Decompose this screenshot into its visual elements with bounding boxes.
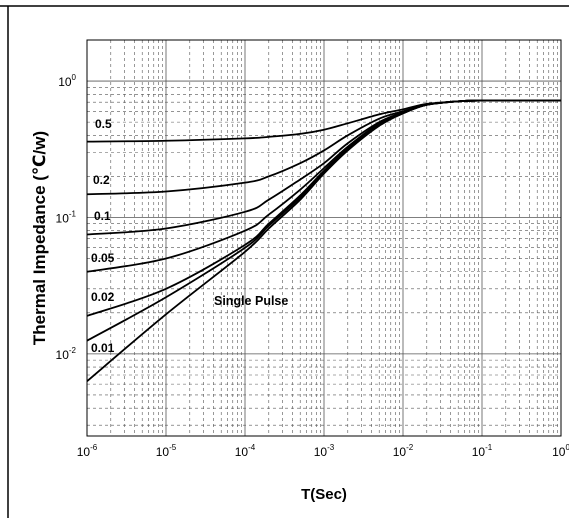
x-tick-base: 10 (552, 445, 566, 459)
series-label-0.02: 0.02 (91, 290, 115, 304)
x-tick-exponent: -4 (248, 443, 256, 452)
x-tick-label: 10-4 (235, 443, 256, 459)
y-tick-base: 10 (56, 211, 70, 225)
y-tick-base: 10 (56, 348, 70, 362)
x-tick-base: 10 (314, 445, 328, 459)
plot-area (86, 39, 562, 437)
x-tick-base: 10 (77, 445, 91, 459)
y-tick-label: 10-1 (56, 209, 77, 225)
series-label-0.05: 0.05 (91, 251, 115, 265)
y-tick-exponent: -2 (69, 346, 77, 355)
series-label-0.2: 0.2 (93, 173, 110, 187)
series-lines (86, 99, 561, 382)
y-tick-exponent: 0 (72, 73, 77, 82)
x-tick-base: 10 (156, 445, 170, 459)
y-tick-exponent: -1 (69, 209, 77, 218)
x-tick-exponent: -6 (90, 443, 98, 452)
x-tick-label: 10-3 (314, 443, 335, 459)
x-tick-base: 10 (235, 445, 249, 459)
single-pulse-label: Single Pulse (214, 294, 288, 308)
x-tick-label: 10-1 (472, 443, 493, 459)
x-tick-label: 10-5 (156, 443, 177, 459)
y-tick-base: 10 (58, 75, 72, 89)
series-curve-single-pulse (86, 99, 561, 382)
x-tick-exponent: 0 (565, 443, 569, 452)
y-tick-label: 10-2 (56, 346, 77, 362)
major-gridlines (87, 40, 561, 436)
curve-labels: 0.5 0.2 0.1 0.05 0.02 0.01 Single Pulse (91, 117, 288, 355)
series-label-0.5: 0.5 (95, 117, 112, 131)
x-tick-exponent: -2 (406, 443, 414, 452)
x-tick-base: 10 (393, 445, 407, 459)
x-tick-label: 10-6 (77, 443, 98, 459)
series-label-0.01: 0.01 (91, 341, 115, 355)
series-label-0.1: 0.1 (94, 209, 111, 223)
x-tick-exponent: -1 (485, 443, 493, 452)
y-axis-title: Thermal Impedance (℃/w) (30, 131, 49, 345)
x-tick-labels: 10-6 10-5 10-4 10-3 10-2 10-1 100 (77, 443, 569, 459)
x-tick-label: 100 (552, 443, 569, 459)
y-tick-label: 100 (58, 73, 76, 89)
x-axis-title: T(Sec) (301, 486, 347, 503)
x-tick-exponent: -3 (327, 443, 335, 452)
x-tick-exponent: -5 (169, 443, 177, 452)
x-tick-label: 10-2 (393, 443, 414, 459)
x-tick-base: 10 (472, 445, 486, 459)
